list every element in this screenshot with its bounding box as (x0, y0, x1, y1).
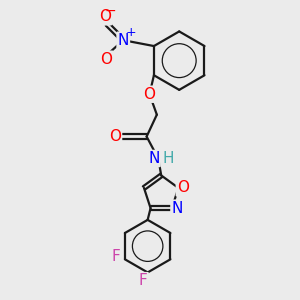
Text: F: F (111, 250, 120, 265)
Text: N: N (118, 33, 129, 48)
Text: F: F (139, 273, 148, 288)
Text: O: O (177, 180, 189, 195)
Text: O: O (109, 129, 121, 144)
Text: O: O (99, 9, 111, 24)
Text: N: N (171, 201, 183, 216)
Text: O: O (143, 87, 155, 102)
Text: O: O (100, 52, 112, 67)
Text: −: − (105, 4, 116, 18)
Text: H: H (163, 151, 174, 166)
Text: N: N (148, 151, 160, 166)
Text: +: + (126, 26, 137, 38)
